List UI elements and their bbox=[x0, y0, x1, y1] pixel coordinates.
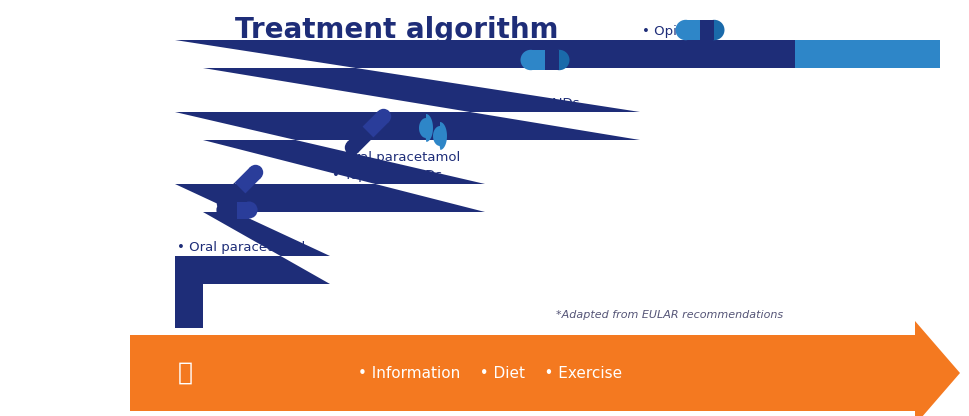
Text: • Oral NSAIDs: • Oral NSAIDs bbox=[486, 97, 578, 110]
Ellipse shape bbox=[240, 201, 258, 218]
Text: • Oral paracetamol
• Topical NSAIDs: • Oral paracetamol • Topical NSAIDs bbox=[331, 151, 459, 182]
Polygon shape bbox=[530, 50, 545, 70]
Polygon shape bbox=[432, 122, 447, 150]
Text: *Adapted from EULAR recommendations: *Adapted from EULAR recommendations bbox=[556, 310, 783, 320]
Polygon shape bbox=[130, 335, 914, 411]
Polygon shape bbox=[545, 50, 559, 70]
Polygon shape bbox=[419, 114, 432, 142]
Polygon shape bbox=[225, 201, 236, 218]
Polygon shape bbox=[362, 111, 389, 137]
Text: 🚴: 🚴 bbox=[177, 361, 192, 385]
Ellipse shape bbox=[248, 165, 263, 180]
Polygon shape bbox=[795, 40, 939, 68]
Ellipse shape bbox=[376, 109, 391, 124]
Polygon shape bbox=[700, 20, 713, 40]
Text: +: + bbox=[395, 122, 412, 141]
Polygon shape bbox=[545, 50, 559, 70]
Polygon shape bbox=[914, 321, 959, 416]
Text: • Information    • Diet    • Exercise: • Information • Diet • Exercise bbox=[358, 366, 621, 381]
Ellipse shape bbox=[520, 50, 541, 70]
Text: • Oral paracetamol: • Oral paracetamol bbox=[176, 241, 305, 254]
Polygon shape bbox=[234, 167, 261, 193]
Polygon shape bbox=[685, 20, 700, 40]
Ellipse shape bbox=[344, 140, 359, 155]
Polygon shape bbox=[700, 20, 713, 40]
Text: Treatment algorithm: Treatment algorithm bbox=[234, 16, 558, 44]
Ellipse shape bbox=[703, 20, 724, 40]
Text: • Opioids: • Opioids bbox=[641, 25, 703, 38]
Polygon shape bbox=[219, 183, 245, 209]
Ellipse shape bbox=[216, 201, 234, 218]
Ellipse shape bbox=[674, 20, 695, 40]
Polygon shape bbox=[174, 40, 795, 328]
Ellipse shape bbox=[216, 196, 232, 211]
Polygon shape bbox=[236, 201, 249, 218]
Ellipse shape bbox=[548, 50, 569, 70]
Polygon shape bbox=[347, 126, 373, 153]
